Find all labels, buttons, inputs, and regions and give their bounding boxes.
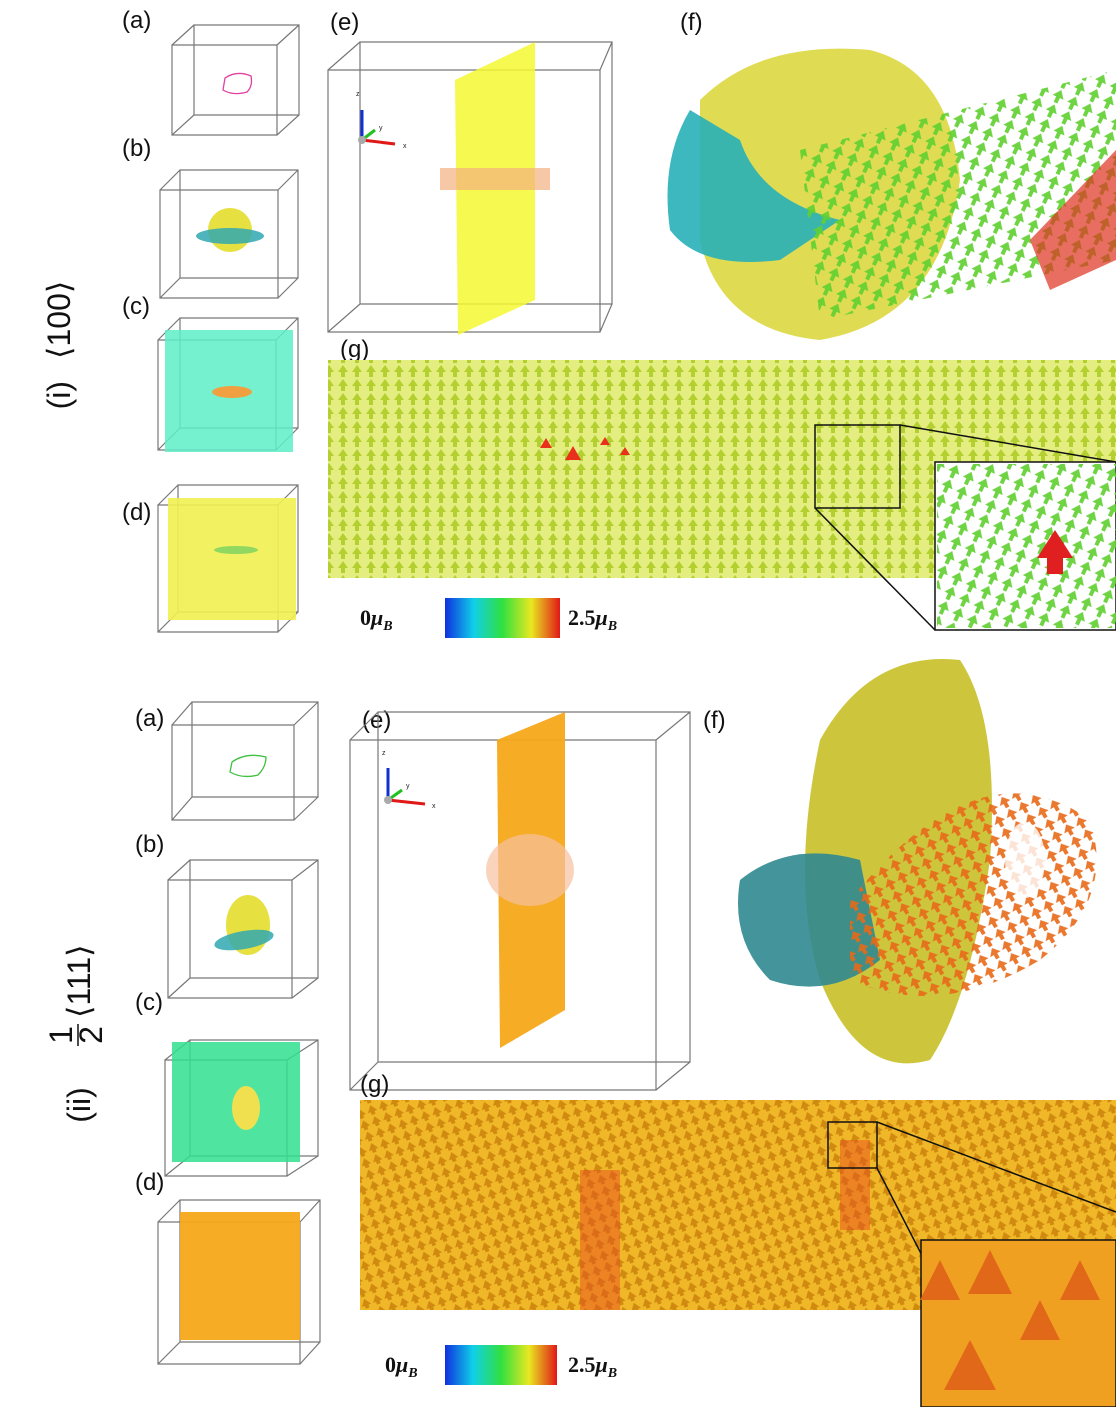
defect: [212, 386, 252, 398]
loop: [222, 72, 253, 95]
panel-label: (g): [340, 336, 369, 363]
axis-label: z: [382, 750, 386, 757]
defect: [440, 168, 550, 190]
section-direction: ⟨111⟩: [61, 944, 97, 1018]
section-label: (ii) 1 2 ⟨111⟩: [43, 944, 109, 1122]
isosurface: [214, 929, 274, 951]
panel-label: (f): [680, 9, 703, 36]
panel-label: (b): [122, 135, 151, 162]
axis-label: x: [403, 143, 407, 150]
defect: [232, 1086, 260, 1130]
axis-label: x: [432, 803, 436, 810]
arrow-field-hole: [1005, 822, 1045, 898]
defect: [214, 546, 258, 554]
cube: [157, 1199, 321, 1365]
panel-label: (e): [330, 9, 359, 36]
colorbar-min: 0μB: [385, 1352, 418, 1381]
slice: [168, 498, 296, 620]
cube: [167, 859, 319, 999]
panel-label: (d): [135, 1169, 164, 1196]
defect-arrows: [540, 437, 630, 460]
zoom-line: [876, 1121, 1116, 1213]
zoom-line: [814, 507, 936, 631]
axis-triad: [358, 110, 396, 146]
isosurface: [196, 228, 264, 244]
inset-arrow: [1037, 530, 1073, 574]
zoom-box: [814, 424, 901, 509]
inset-arrows: [937, 464, 1116, 628]
defect-arrows: [580, 1170, 620, 1310]
panel-label: (f): [703, 707, 726, 734]
axis-label: y: [379, 125, 383, 132]
colorbar-max: 2.5μB: [568, 605, 617, 634]
section-number: (ii): [61, 1087, 97, 1123]
panel-label: (e): [362, 707, 391, 734]
axis-label: y: [406, 783, 410, 790]
defect: [486, 834, 574, 906]
panel-label: (b): [135, 831, 164, 858]
arrow-field: [1030, 150, 1116, 290]
isosurface: [738, 853, 880, 987]
colorbar-max: 2.5μB: [568, 1352, 617, 1381]
zoom-line: [899, 424, 1116, 463]
axis-triad: [384, 768, 426, 806]
cube: [327, 41, 613, 333]
inset-arrows: [920, 1250, 1100, 1390]
panel-label: (c): [135, 989, 163, 1016]
fraction-denominator: 2: [73, 1026, 109, 1044]
isosurface: [667, 110, 840, 262]
cube: [349, 711, 691, 1091]
fraction-numerator: 1: [43, 1026, 79, 1044]
colorbar-min: 0μB: [360, 605, 393, 634]
zoom-box: [827, 1121, 878, 1169]
colorbar: [445, 1345, 557, 1385]
defect-arrows: [840, 1140, 870, 1230]
cube: [171, 24, 300, 136]
cube: [159, 169, 299, 299]
panel-label: (c): [122, 293, 150, 320]
panel-label: (g): [360, 1071, 389, 1098]
cube: [171, 701, 319, 821]
panel-label: (d): [122, 499, 151, 526]
section-label: (i)⟨100⟩: [41, 281, 77, 410]
panel-label: (a): [135, 705, 164, 732]
panel-label: (a): [122, 7, 151, 34]
axis-label: z: [356, 91, 360, 98]
slice: [180, 1212, 300, 1340]
cube: [157, 484, 299, 633]
loop: [229, 754, 267, 778]
colorbar: [445, 598, 560, 638]
